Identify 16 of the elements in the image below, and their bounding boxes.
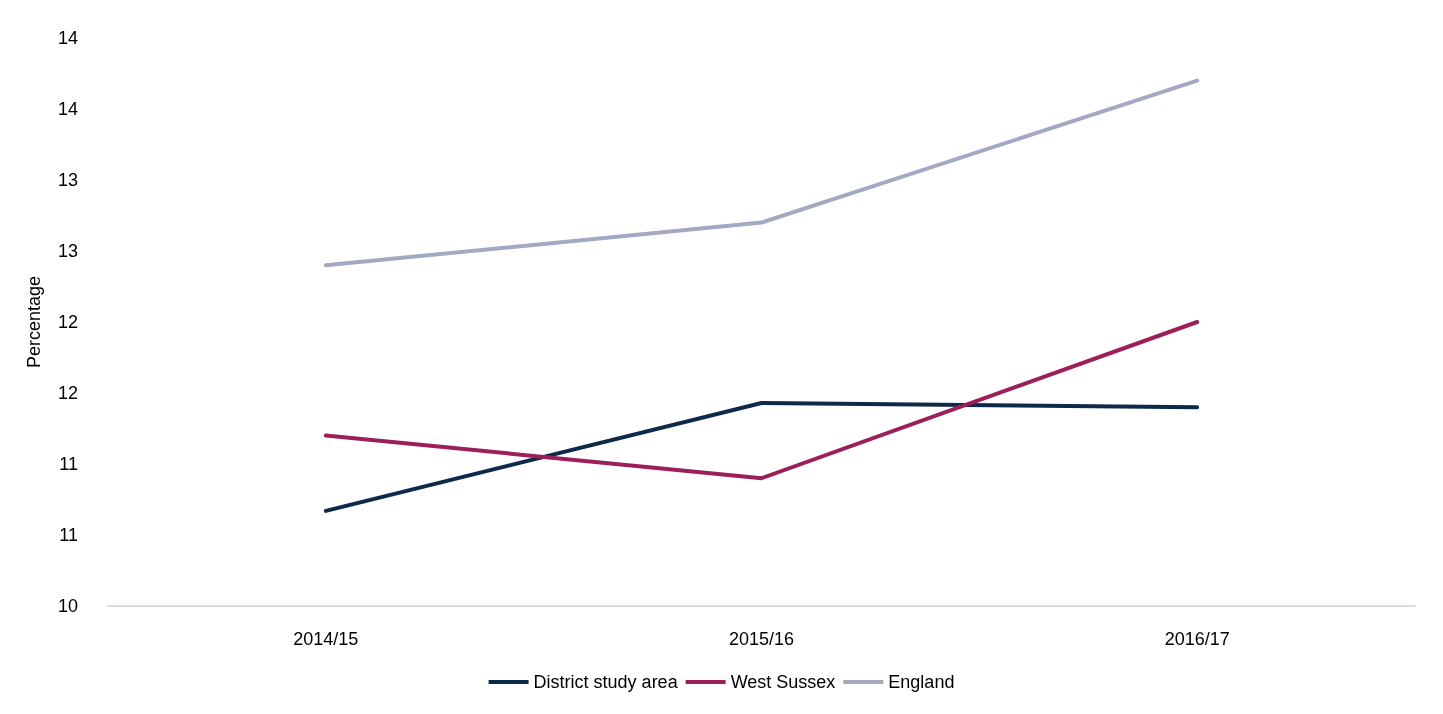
y-tick-label: 12 xyxy=(57,383,78,403)
x-tick-label: 2016/17 xyxy=(1164,629,1230,649)
y-tick-label: 11 xyxy=(59,525,78,545)
y-axis-title: Percentage xyxy=(24,275,44,369)
x-tick-label: 2015/16 xyxy=(728,629,795,649)
y-tick-label: 14 xyxy=(57,99,78,119)
y-tick-label: 12 xyxy=(57,312,78,332)
y-tick-label: 13 xyxy=(57,241,78,261)
legend-label: England xyxy=(888,672,955,692)
y-tick-label: 14 xyxy=(57,28,78,48)
x-tick-label: 2014/15 xyxy=(293,629,359,649)
y-tick-label: 13 xyxy=(57,170,78,190)
y-tick-label: 10 xyxy=(57,596,78,616)
legend-label: West Sussex xyxy=(730,672,836,692)
legend-label: District study area xyxy=(533,672,679,692)
y-tick-label: 11 xyxy=(59,454,78,474)
